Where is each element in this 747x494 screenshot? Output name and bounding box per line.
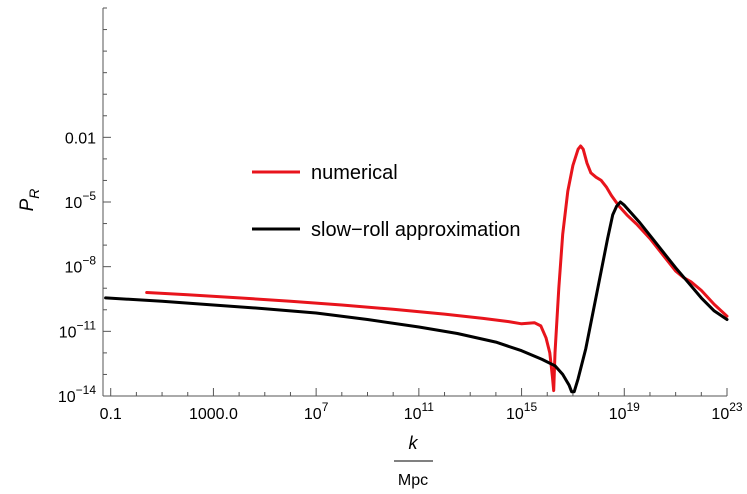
x-label-denominator: Mpc bbox=[398, 472, 428, 489]
svg-text:PR: PR bbox=[17, 189, 42, 212]
x-tick-label: 1011 bbox=[404, 400, 435, 423]
y-tick-label: 10−14 bbox=[58, 383, 96, 406]
series-layer bbox=[104, 144, 729, 394]
y-tick-label: 10−5 bbox=[65, 189, 97, 212]
x-ticks: 0.1 1000.0 107 1011 1015 1019 1023 bbox=[100, 388, 743, 423]
x-tick-label: 1000.0 bbox=[189, 406, 238, 423]
y-ticks: 10−14 10−11 10−8 10−5 0.01 bbox=[58, 7, 111, 406]
x-tick-label: 1023 bbox=[711, 400, 742, 423]
y-tick-label: 0.01 bbox=[65, 130, 96, 147]
series-line-numerical bbox=[145, 144, 729, 393]
legend: numerical slow−roll approximation bbox=[252, 162, 521, 241]
x-axis-label: k Mpc bbox=[394, 433, 433, 489]
axes-frame bbox=[102, 8, 727, 397]
series-line-slow-roll bbox=[104, 200, 729, 394]
y-axis-label: PR bbox=[17, 189, 42, 212]
x-tick-label: 107 bbox=[304, 400, 329, 423]
y-tick-label: 10−8 bbox=[65, 254, 97, 277]
x-tick-label: 1015 bbox=[506, 400, 537, 423]
legend-label-numerical: numerical bbox=[311, 162, 398, 184]
x-label-numerator: k bbox=[409, 433, 419, 453]
y-label-base: P bbox=[17, 198, 38, 211]
y-label-sub: R bbox=[26, 189, 42, 199]
x-tick-label: 1019 bbox=[609, 400, 640, 423]
x-tick-label: 0.1 bbox=[100, 406, 122, 423]
y-tick-label: 10−11 bbox=[59, 318, 97, 341]
legend-label-slow-roll: slow−roll approximation bbox=[311, 219, 521, 241]
